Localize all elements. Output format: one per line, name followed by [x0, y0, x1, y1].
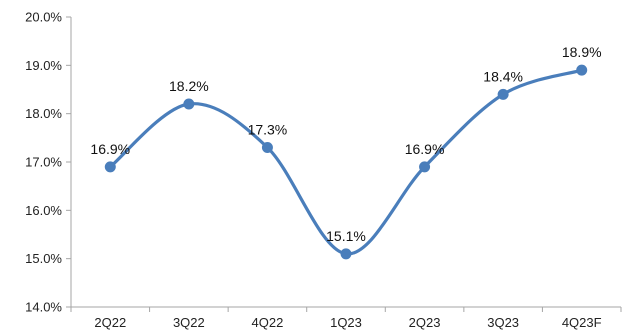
data-point	[497, 88, 509, 100]
y-tick-label: 19.0%	[25, 58, 62, 73]
x-tick-label: 4Q23F	[562, 315, 602, 330]
data-label: 18.4%	[483, 68, 523, 84]
series	[104, 64, 588, 260]
series-line	[108, 68, 584, 256]
y-tick-label: 20.0%	[25, 10, 62, 25]
y-tick-label: 14.0%	[25, 300, 62, 315]
x-tick-label: 1Q23	[330, 315, 362, 330]
x-tick-label: 2Q23	[409, 315, 441, 330]
y-tick-label: 16.0%	[25, 203, 62, 218]
y-axis: 14.0% 15.0% 16.0% 17.0% 18.0% 19.0% 20.0%	[25, 10, 72, 315]
y-tick-label: 18.0%	[25, 106, 62, 121]
x-tick-label: 2Q22	[94, 315, 126, 330]
data-point	[419, 161, 431, 173]
x-axis: 2Q22 3Q22 4Q22 1Q23 2Q23 3Q23 4Q23F	[70, 306, 622, 330]
x-tick-label: 4Q22	[252, 315, 284, 330]
data-label: 17.3%	[248, 122, 288, 138]
data-labels: 16.9% 18.2% 17.3% 15.1% 16.9% 18.4% 18.9%	[90, 44, 601, 244]
y-tick-label: 17.0%	[25, 155, 62, 170]
data-point	[340, 248, 352, 260]
data-point	[183, 98, 195, 110]
data-label: 16.9%	[90, 141, 130, 157]
data-label: 18.9%	[562, 44, 602, 60]
x-tick-label: 3Q23	[487, 315, 519, 330]
data-point	[104, 161, 116, 173]
data-label: 18.2%	[169, 78, 209, 94]
data-point	[576, 64, 588, 76]
data-label: 15.1%	[326, 228, 366, 244]
data-point	[261, 142, 273, 153]
y-tick-label: 15.0%	[25, 251, 62, 266]
data-label: 16.9%	[405, 141, 445, 157]
x-tick-label: 3Q22	[173, 315, 205, 330]
